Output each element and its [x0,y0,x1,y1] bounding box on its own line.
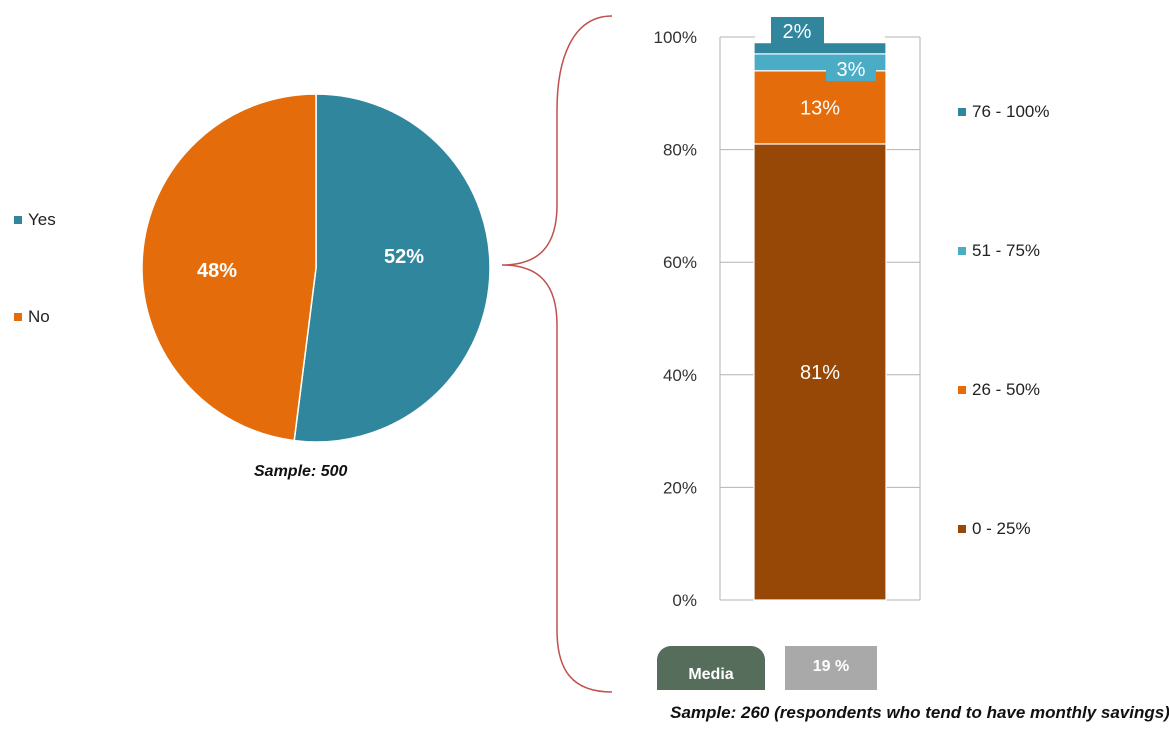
bar-segment-76-100 [753,42,887,55]
legend-swatch-51-75 [958,247,966,255]
median-label-box: Media [657,646,765,690]
pie-slice-no [141,93,317,442]
legend-label-yes: Yes [28,210,56,229]
pie-label-yes: 52% [384,246,424,268]
bar-value-label: 81% [800,362,840,384]
y-tick-label: 20% [663,478,697,497]
legend-item-51-75: 51 - 75% [958,241,1040,261]
pie-sample-label: Sample: 500 [254,463,348,480]
legend-item-26-50: 26 - 50% [958,380,1040,400]
pie-slice-yes [293,93,491,443]
legend-label-0-25: 0 - 25% [972,519,1031,538]
legend-label-51-75: 51 - 75% [972,241,1041,260]
legend-swatch-26-50 [958,386,966,394]
pie-label-no: 48% [197,260,237,282]
legend-swatch-76-100 [958,108,966,116]
bar-value-label: 2% [783,21,812,43]
median-value-box: 19 % [785,646,877,690]
y-tick-label: 40% [663,366,697,385]
legend-label-76-100: 76 - 100% [972,102,1050,121]
bracket-connector [501,15,613,693]
legend-label-no: No [28,307,50,326]
legend-item-76-100: 76 - 100% [958,102,1050,122]
bar-segment-0-25 [753,143,887,601]
bar-value-label-bg [826,56,876,81]
legend-swatch-0-25 [958,525,966,533]
legend-swatch-no [14,313,22,321]
y-tick-label: 0% [672,591,697,610]
bar-value-label: 13% [800,97,840,119]
bar-value-label: 3% [837,59,866,81]
legend-item-no: No [14,307,50,327]
legend-label-26-50: 26 - 50% [972,380,1041,399]
legend-item-yes: Yes [14,210,56,230]
bar-sample-label: Sample: 260 (respondents who tend to hav… [670,703,1169,722]
y-tick-label: 80% [663,141,697,160]
legend-swatch-yes [14,216,22,224]
y-tick-label: 100% [654,28,697,47]
pie-chart: 52% 48% [141,93,491,443]
bar-value-label-bg [771,17,824,44]
bar-segment-26-50 [753,70,887,145]
legend-item-0-25: 0 - 25% [958,519,1031,539]
y-tick-label: 60% [663,253,697,272]
